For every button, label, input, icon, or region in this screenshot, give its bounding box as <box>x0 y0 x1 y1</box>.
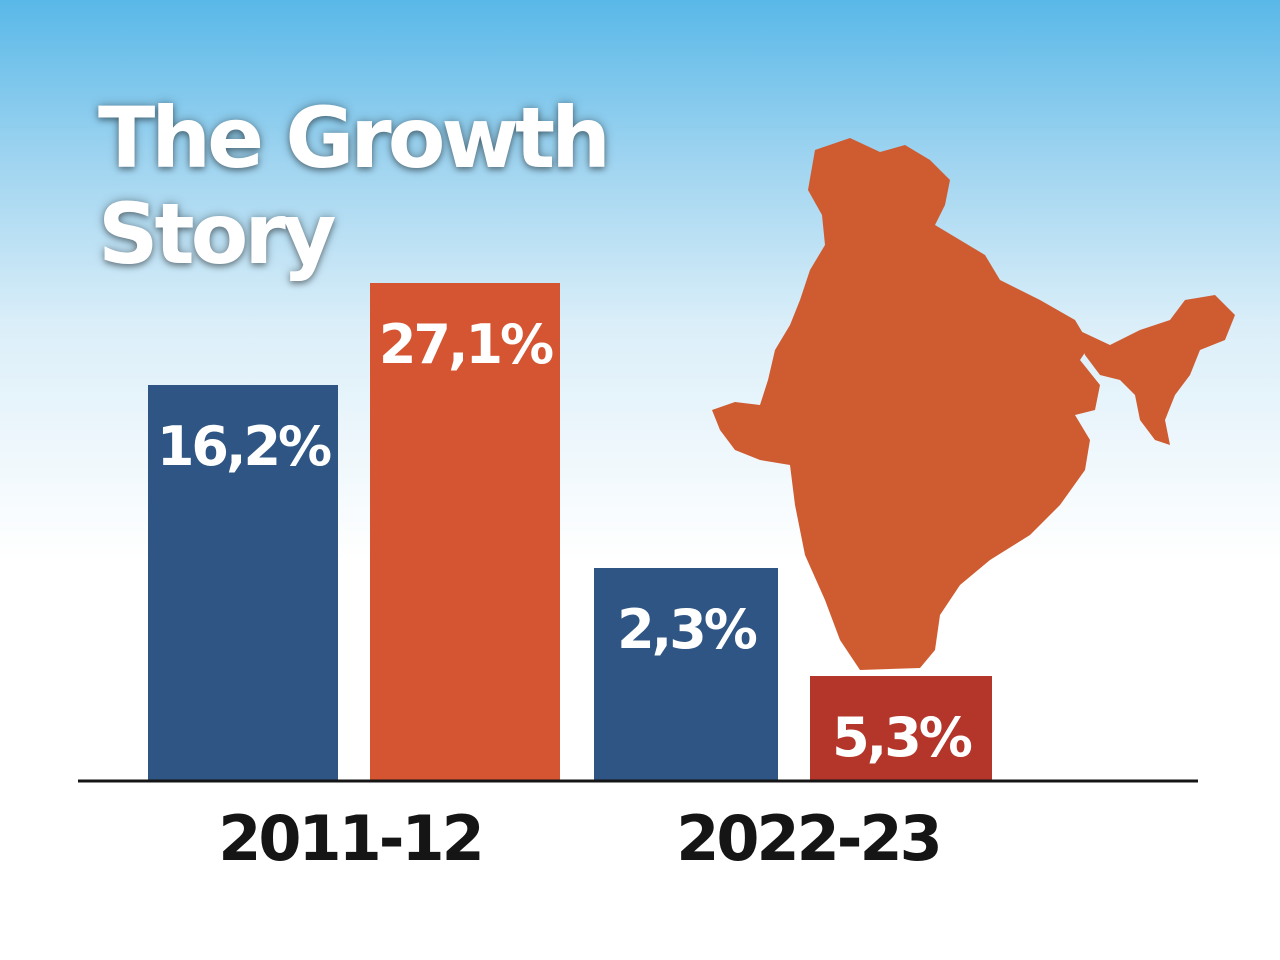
bar-2022-23-series2 <box>810 676 992 781</box>
bar-value-label: 27,1% <box>379 313 553 376</box>
x-tick-label: 2011-12 <box>218 802 482 875</box>
bar-2022-23-series1 <box>594 568 778 781</box>
bar-2011-12-series1 <box>148 385 338 781</box>
india-map-icon <box>712 138 1235 670</box>
chart-title: The Growth Story <box>98 89 611 283</box>
x-tick-label: 2022-23 <box>676 802 940 875</box>
bar-value-label: 5,3% <box>832 706 972 769</box>
title-line-1: The Growth <box>98 89 611 187</box>
bar-value-label: 2,3% <box>617 598 757 661</box>
title-line-2: Story <box>98 185 337 283</box>
bar-value-label: 16,2% <box>157 415 331 478</box>
bar-2011-12-series2 <box>370 283 560 781</box>
